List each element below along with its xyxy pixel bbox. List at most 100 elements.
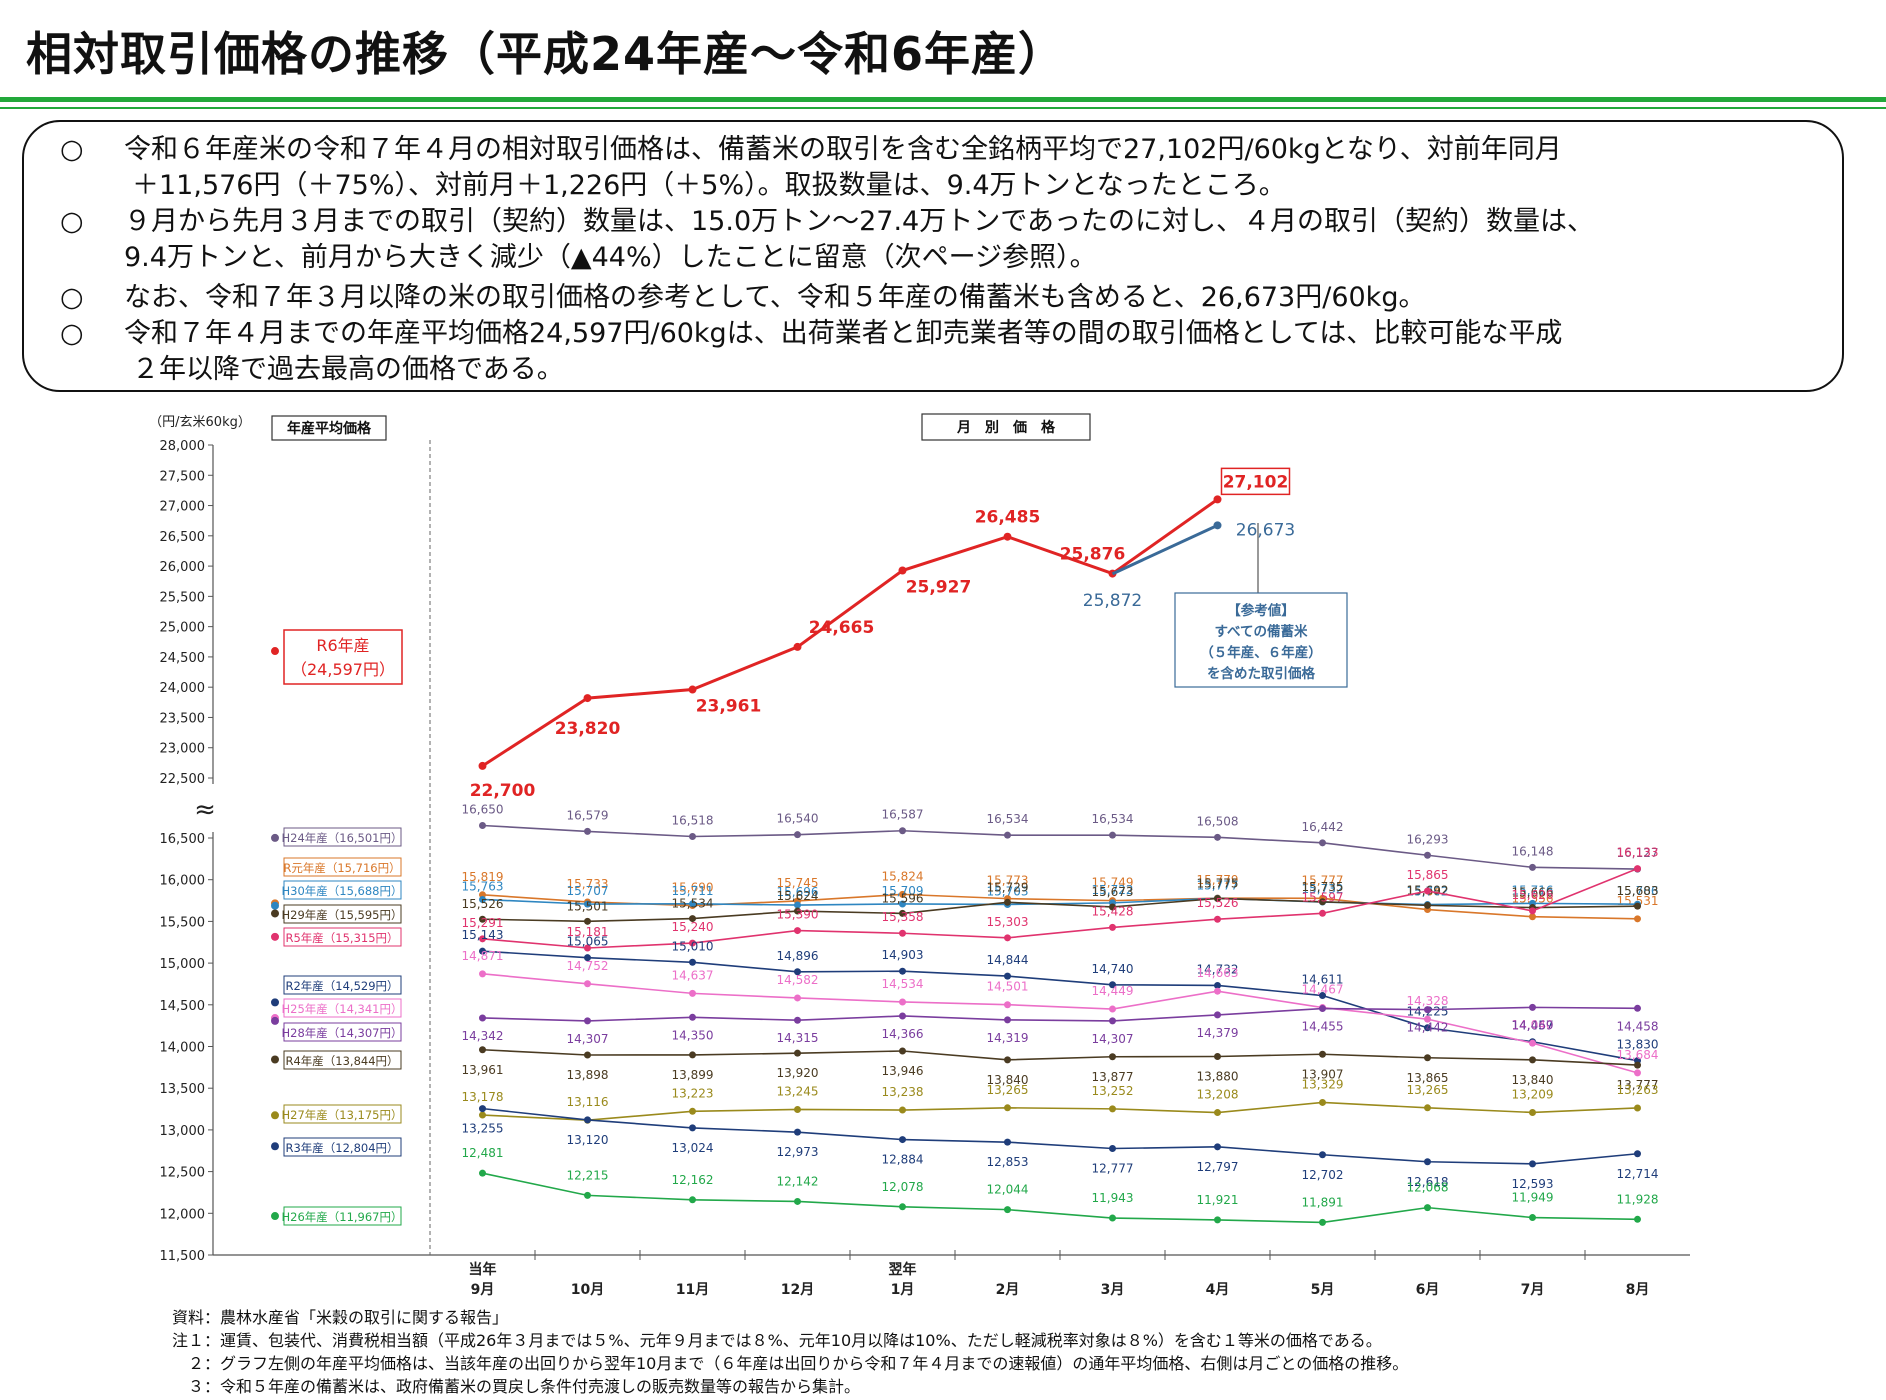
data-point: [584, 827, 591, 835]
y-tick-label: 27,000: [160, 500, 206, 515]
data-point: [1214, 1011, 1221, 1019]
y-tick-label: 15,500: [160, 915, 206, 930]
data-label: 15,716: [1512, 883, 1554, 897]
data-point: [584, 980, 591, 988]
data-label: 15,390: [777, 908, 819, 922]
data-label: 15,597: [1302, 890, 1344, 904]
data-point: [479, 935, 486, 943]
footnote: 注１：運賃、包装代、消費税相当額（平成26年３月までは５%、元年９月までは８%、…: [172, 1331, 1382, 1350]
data-point: [1424, 1015, 1431, 1023]
data-label: 14,342: [462, 1029, 504, 1043]
data-label: 14,442: [1407, 1021, 1449, 1035]
data-label: 13,238: [882, 1085, 924, 1099]
data-point: [1634, 1104, 1641, 1112]
data-point-r6: [898, 566, 907, 575]
data-point: [1109, 1105, 1116, 1113]
data-point: [1214, 987, 1221, 995]
data-point: [1214, 1216, 1221, 1224]
data-label: 13,208: [1197, 1088, 1239, 1102]
legend-label: H28年産（14,307円）: [281, 1026, 402, 1040]
data-point: [689, 989, 696, 997]
bullet-line: 9.4万トンと、前月から大きく減少（▲44%）したことに留意（次ページ参照）。: [124, 242, 1097, 273]
bullet-text: 令和６年産米の令和７年４月の相対取引価格は、備蓄米の取引を含む全銘柄平均で27,…: [124, 132, 1824, 204]
data-label: 15,707: [567, 884, 609, 898]
legend-box: [283, 1022, 402, 1042]
series-line: [482, 824, 1638, 870]
reference-note-line: を含めた取引価格: [1207, 665, 1315, 682]
data-label: 13,245: [777, 1084, 819, 1098]
data-label: 16,534: [987, 812, 1029, 826]
data-point: [689, 1013, 696, 1021]
data-point: [479, 1169, 486, 1177]
data-label: 15,624: [777, 889, 819, 903]
reference-label: 26,673: [1236, 520, 1295, 540]
data-label: 13,920: [777, 1066, 819, 1080]
data-point: [899, 827, 906, 835]
data-label: 15,711: [672, 884, 714, 898]
data-label: 11,949: [1512, 1191, 1554, 1205]
data-point: [1319, 898, 1326, 906]
data-point: [794, 831, 801, 839]
legend-box: [283, 1050, 402, 1070]
series-line: [482, 1101, 1638, 1122]
data-label: 11,891: [1302, 1195, 1344, 1209]
data-label: 13,877: [1092, 1070, 1134, 1084]
data-label-r6: 24,665: [809, 618, 875, 638]
data-point: [1424, 887, 1431, 895]
series-line: [482, 950, 1638, 1062]
data-point: [794, 994, 801, 1002]
x-tick-label: 4月: [1206, 1282, 1230, 1298]
data-label: 15,703: [987, 884, 1029, 898]
data-label: 14,501: [987, 980, 1029, 994]
x-tick-label: 6月: [1416, 1282, 1440, 1298]
data-point: [1634, 1004, 1641, 1012]
data-point: [1109, 981, 1116, 989]
data-label: 14,366: [882, 1027, 924, 1041]
x-tick-label: 3月: [1101, 1282, 1125, 1298]
y-tick-label: 26,500: [160, 530, 206, 545]
footnote: ３：令和５年産の備蓄米は、政府備蓄米の買戻し条件付売渡しの販売数量等の報告から集…: [172, 1377, 861, 1396]
data-point: [1319, 992, 1326, 1000]
data-label: 16,293: [1407, 832, 1449, 846]
data-point: [1109, 1144, 1116, 1152]
title-rule-thick: [0, 97, 1886, 102]
data-label: 15,706: [1617, 884, 1659, 898]
data-label: 14,040: [1512, 1018, 1554, 1032]
footnote: ２：グラフ左側の年産平均価格は、当該年産の出回りから翌年10月まで（６年産は出回…: [172, 1354, 1409, 1373]
axis-break-mark: ≈: [194, 795, 216, 825]
data-label: 16,127: [1617, 846, 1659, 860]
average-point: [271, 833, 279, 842]
data-label: 14,611: [1302, 973, 1344, 987]
data-label-r6: 25,927: [906, 578, 972, 598]
data-point: [1214, 915, 1221, 923]
data-point: [1214, 894, 1221, 902]
data-point: [1319, 1151, 1326, 1159]
data-point: [689, 1196, 696, 1204]
data-label: 15,358: [882, 910, 924, 924]
data-label: 14,844: [987, 953, 1029, 967]
data-label: 16,540: [777, 812, 819, 826]
data-label: 13,223: [672, 1086, 714, 1100]
legend-box: [283, 880, 402, 900]
data-point: [1424, 1104, 1431, 1112]
reference-note-line: （５年産、６年産）: [1200, 644, 1322, 661]
data-label: 16,133: [1617, 846, 1659, 860]
series-line: [482, 893, 1638, 920]
data-label: 11,921: [1197, 1193, 1239, 1207]
bullet-text: 令和７年４月までの年産平均価格24,597円/60kgは、出荷業者と卸売業者等の…: [124, 316, 1824, 388]
data-point: [479, 1046, 486, 1054]
y-tick-label: 24,500: [160, 651, 206, 666]
data-label: 13,840: [987, 1073, 1029, 1087]
data-point: [1109, 1017, 1116, 1025]
reference-note-box: [1174, 592, 1348, 688]
bullet-text: なお、令和７年３月以降の米の取引価格の参考として、令和５年産の備蓄米も含めると、…: [124, 280, 1824, 316]
legend-label: H24年産（16,501円）: [281, 831, 402, 845]
data-label: 13,840: [1512, 1073, 1554, 1087]
data-label: 12,702: [1302, 1168, 1344, 1182]
page-title: 相対取引価格の推移（平成24年産～令和6年産）: [26, 27, 1066, 81]
series-line: [482, 867, 1638, 949]
data-label: 15,824: [882, 869, 924, 883]
data-label: 14,057: [1512, 1019, 1554, 1033]
data-label: 12,777: [1092, 1161, 1134, 1175]
average-point-r6: [271, 647, 279, 656]
